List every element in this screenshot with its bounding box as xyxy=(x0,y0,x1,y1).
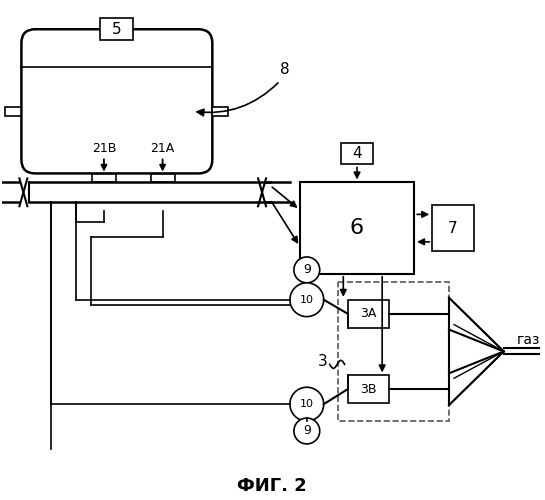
Bar xyxy=(338,282,449,421)
Bar xyxy=(92,174,116,182)
Text: ФИГ. 2: ФИГ. 2 xyxy=(237,476,307,494)
Text: 9: 9 xyxy=(303,264,311,276)
Text: 4: 4 xyxy=(352,146,362,161)
Text: 10: 10 xyxy=(300,399,314,409)
Text: 3: 3 xyxy=(318,354,328,369)
Circle shape xyxy=(294,418,320,444)
Text: 5: 5 xyxy=(112,22,122,36)
Circle shape xyxy=(294,257,320,283)
Text: 21A: 21A xyxy=(150,142,175,155)
Bar xyxy=(348,300,389,328)
Bar xyxy=(100,18,134,40)
Text: 21B: 21B xyxy=(92,142,116,155)
Text: 6: 6 xyxy=(350,218,364,238)
Text: 8: 8 xyxy=(280,62,290,76)
Text: газ: газ xyxy=(517,332,540,346)
Text: 3А: 3А xyxy=(360,307,377,320)
Bar xyxy=(213,107,228,116)
Text: 10: 10 xyxy=(300,294,314,304)
Bar xyxy=(432,205,474,251)
Bar xyxy=(341,142,373,165)
Text: 7: 7 xyxy=(448,220,458,236)
Bar xyxy=(348,376,389,403)
Bar xyxy=(150,174,174,182)
Text: 3В: 3В xyxy=(360,382,377,396)
Bar xyxy=(5,107,21,116)
FancyBboxPatch shape xyxy=(21,29,213,174)
Text: 9: 9 xyxy=(303,424,311,438)
Circle shape xyxy=(290,283,324,316)
Bar xyxy=(300,182,414,274)
Circle shape xyxy=(290,387,324,421)
